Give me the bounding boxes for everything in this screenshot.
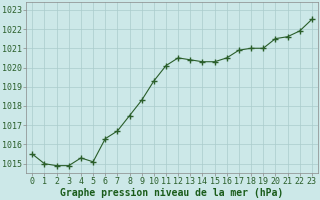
X-axis label: Graphe pression niveau de la mer (hPa): Graphe pression niveau de la mer (hPa) bbox=[60, 188, 284, 198]
